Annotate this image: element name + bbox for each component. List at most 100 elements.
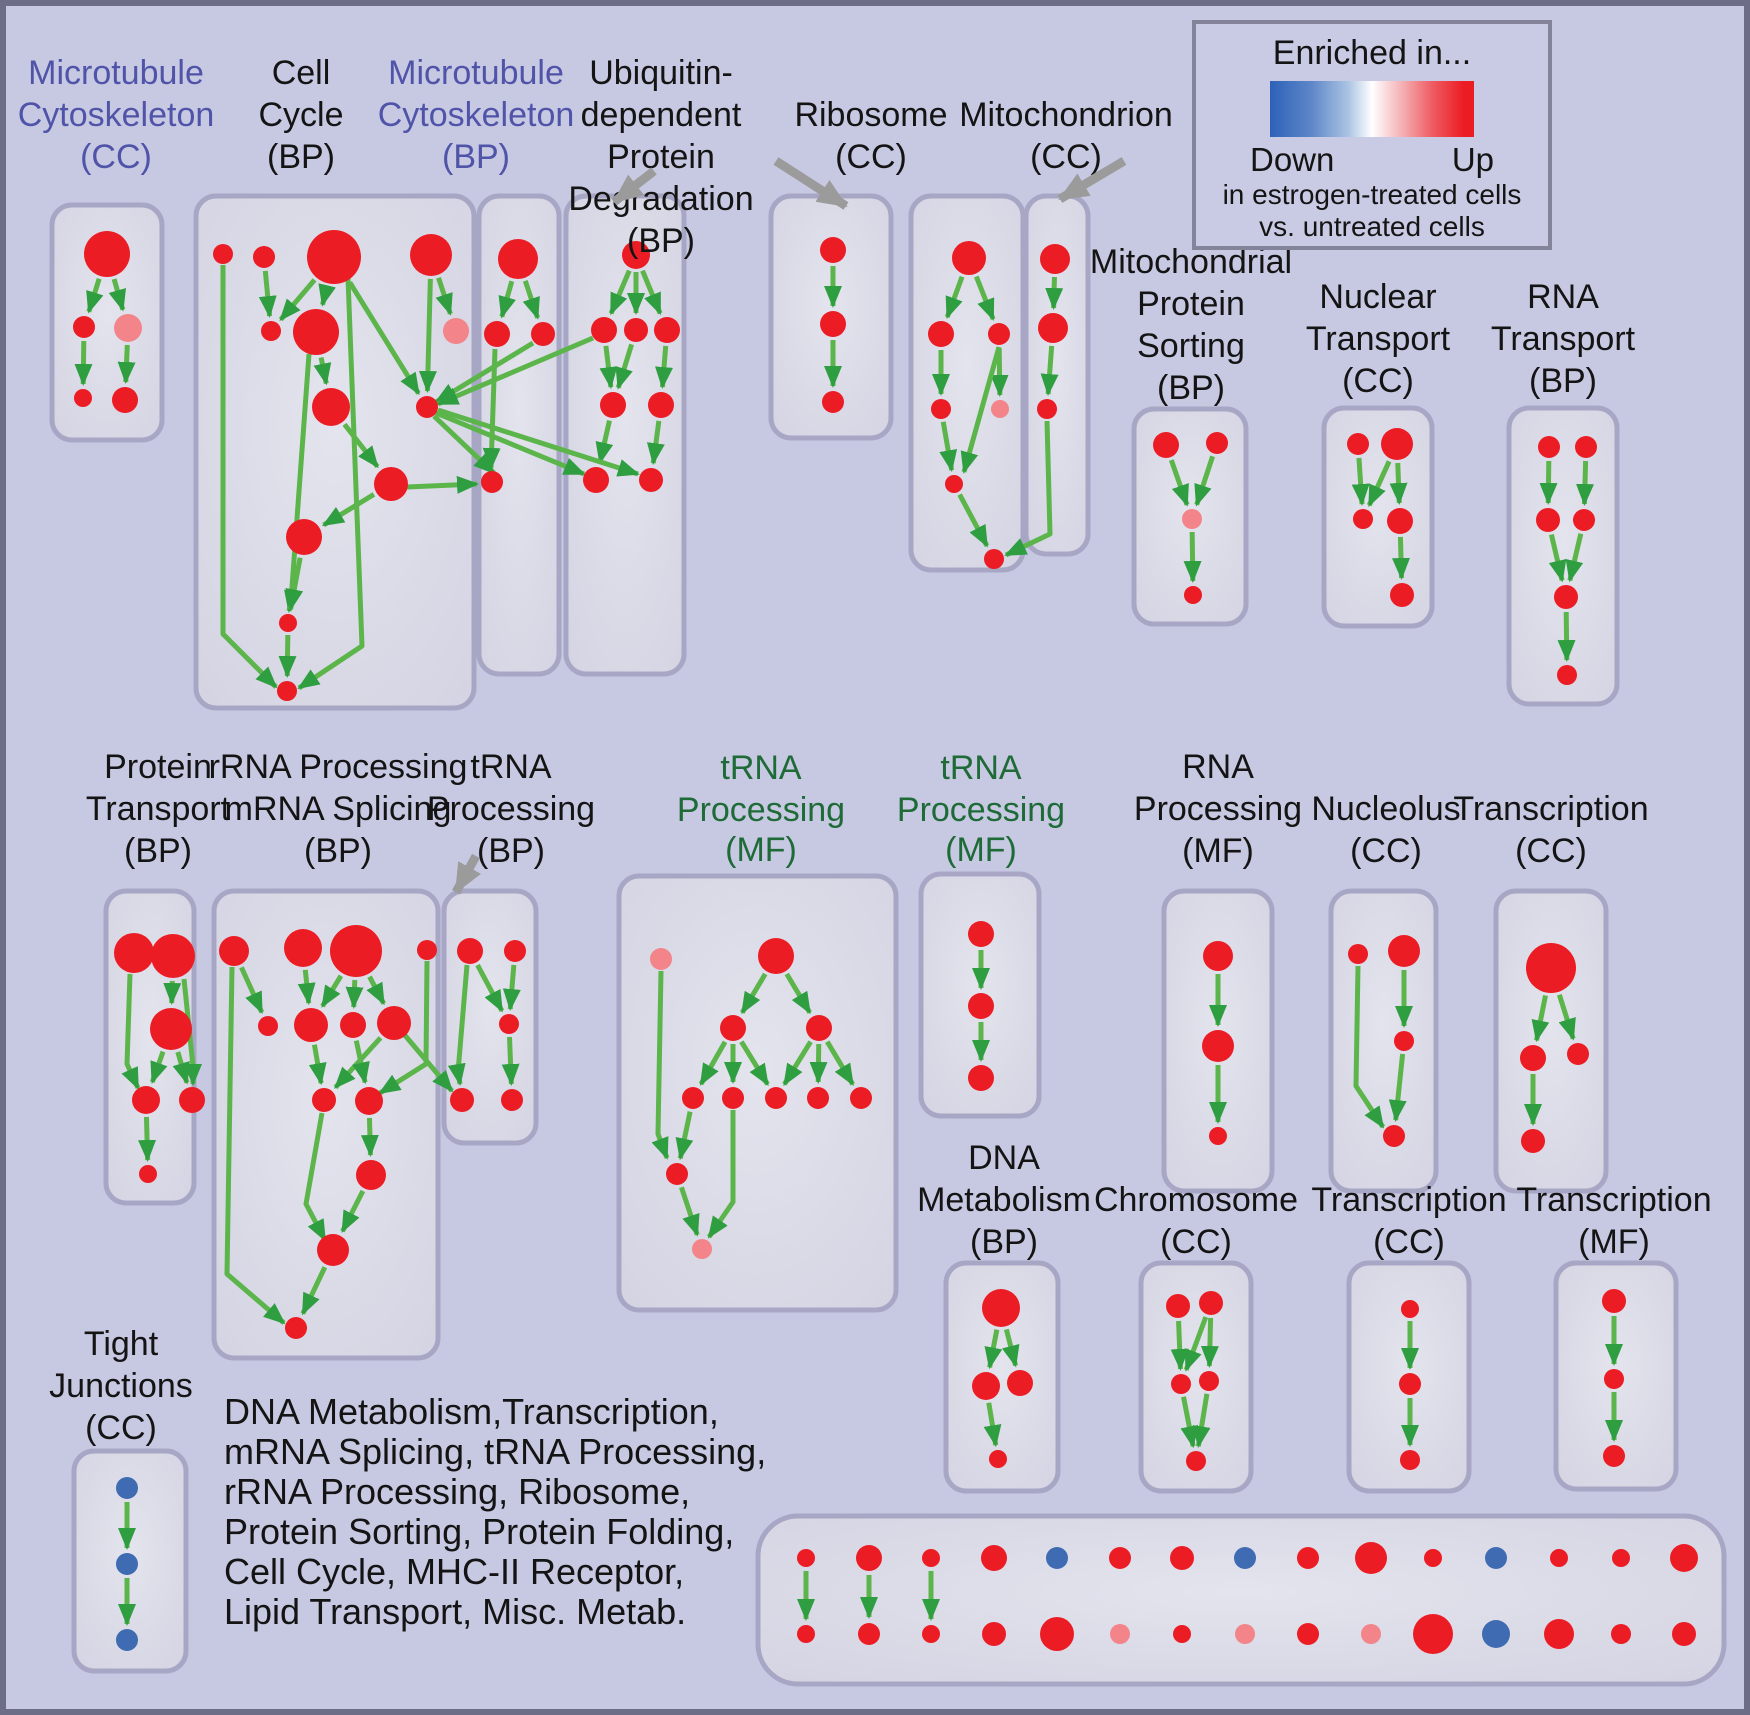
ribosome-cc-label-line-0: Ribosome [794, 96, 947, 134]
mitochondrial-protein-sorting-bp-edge-2 [1183, 531, 1202, 584]
nuclear-transport-cc-node-1 [1381, 428, 1413, 460]
rna-processing-mf-node-2 [1209, 1127, 1227, 1145]
band-col-7-top-node [1234, 1547, 1256, 1569]
protein-transport-bp-node-2 [150, 1008, 192, 1050]
transcription-cc-upper-node-2 [1567, 1043, 1589, 1065]
ribosome-cc-node-1 [928, 321, 954, 347]
rrna-processing-mrna-splicing-bp-edge-2 [320, 974, 344, 1008]
ubiquitin-dependent-protein-degradation-bp-edge-6 [595, 420, 614, 465]
trna-processing-mf-large-node-6 [765, 1087, 787, 1109]
trna-processing-mf-large-node-8 [850, 1087, 872, 1109]
trna-processing-mf-small-label-line-1: Processing [897, 791, 1065, 829]
transcription-cc-lower-node-2 [1400, 1450, 1420, 1470]
transcription-mf-node-0 [1602, 1289, 1626, 1313]
figure-svg: Microtubule Cytoskeleton (CC) Cell Cycle (BP)… [18, 54, 1727, 1687]
rrna-processing-mrna-splicing-bp-label-line-0: rRNA Processing [209, 748, 468, 786]
cell-cycle-bp-node-7 [312, 388, 350, 426]
chromosome-cc-label-line-1: (CC) [1160, 1223, 1232, 1261]
trna-processing-mf-large-node-1 [758, 938, 794, 974]
rna-processing-mf-label-line-1: Processing [1134, 790, 1302, 828]
dna-metabolism-bp-node-1 [972, 1372, 1000, 1400]
band-col-6-top-node [1170, 1546, 1194, 1570]
chromosome-cc-label-line-0: Chromosome [1094, 1181, 1298, 1219]
trna-processing-mf-large-edge-5 [782, 1040, 813, 1087]
mitochondrion-cc-label-line-0: Mitochondrion [959, 96, 1173, 134]
ubiquitin-dependent-protein-degradation-bp-node-5 [648, 392, 674, 418]
band-col-3-bottom-node [982, 1622, 1006, 1646]
nucleolus-cc-node-2 [1394, 1031, 1414, 1051]
rna-processing-mf-label-line-2: (MF) [1182, 832, 1254, 870]
rna-transport-bp-box [1506, 405, 1620, 707]
misc-text-line: rRNA Processing, Ribosome, [224, 1471, 691, 1512]
legend-subtitle-1: in estrogen-treated cells [1222, 179, 1522, 210]
rna-transport-bp-edge-4 [1557, 611, 1576, 663]
cell-cycle-bp-label-line-1: Cycle [258, 96, 343, 134]
transcription-cc-upper-label-line-0: Transcription [1453, 790, 1648, 828]
rrna-processing-mrna-splicing-bp-edge-12 [300, 1266, 328, 1316]
trna-processing-bp-node-4 [501, 1089, 523, 1111]
cell-cycle-bp-edge-5 [435, 277, 453, 316]
ribosome-cc-edge-6 [957, 493, 990, 548]
chromosome-cc-node-4 [1186, 1451, 1206, 1471]
ribosome-cc-node-2 [988, 323, 1010, 345]
transcription-cc-upper-node-3 [1521, 1129, 1545, 1153]
trna-processing-mf-large-node-10 [692, 1239, 712, 1259]
microtubule-cytoskeleton-cc-node-2 [114, 314, 142, 342]
rrna-processing-mrna-splicing-bp-edge-10 [340, 1189, 366, 1234]
transcription-cc-upper-edge-1 [1557, 993, 1576, 1041]
trna-processing-mf-large-edge-1 [784, 972, 812, 1015]
mitochondrion-cc-node-2 [1037, 399, 1057, 419]
tight-junctions-cc-node-1 [116, 1553, 138, 1575]
nuclear-transport-cc-label-line-2: (CC) [1342, 362, 1414, 400]
nucleolus-cc-node-0 [1348, 944, 1368, 964]
nuclear-transport-cc-node-0 [1347, 433, 1369, 455]
microtubule-cytoskeleton-cc-label-line-0: Microtubule [28, 54, 204, 92]
cell-cycle-bp-node-6 [443, 318, 469, 344]
trna-processing-mf-large-label-line-2: (MF) [725, 831, 797, 869]
microtubule-cytoskeleton-cc-edge-3 [117, 344, 136, 385]
rna-processing-mf-label-line-0: RNA [1182, 748, 1254, 786]
microtubule-cytoskeleton-bp-edge-1 [522, 280, 540, 320]
trna-processing-bp-node-3 [450, 1088, 474, 1112]
ubiquitin-dependent-protein-degradation-bp-edge-3 [615, 343, 634, 390]
dna-metabolism-bp-edge-0 [984, 1329, 1003, 1370]
band-col-4-bottom-node [1040, 1617, 1074, 1651]
trna-processing-bp-edge-3 [501, 1036, 520, 1087]
transcription-cc-lower-node-1 [1399, 1373, 1421, 1395]
trna-processing-mf-large-node-5 [722, 1087, 744, 1109]
mitochondrion-cc-edge-0 [1045, 276, 1064, 311]
cell-cycle-bp-edge-11 [321, 492, 376, 528]
dna-metabolism-bp-edge-1 [1001, 1328, 1020, 1368]
rrna-processing-mrna-splicing-bp-edge-7 [352, 1040, 370, 1085]
protein-transport-bp-node-0 [114, 933, 154, 973]
cross-edge-2 [432, 414, 496, 475]
rrna-processing-mrna-splicing-bp-node-12 [285, 1317, 307, 1339]
ubiquitin-dependent-protein-degradation-bp-label-line-3: Degradation [568, 180, 753, 218]
rrna-processing-mrna-splicing-bp-node-5 [294, 1008, 328, 1042]
band-col-13-bottom-node [1611, 1624, 1631, 1644]
trna-processing-bp-label-line-2: (BP) [477, 832, 545, 870]
cell-cycle-bp-edge-3 [318, 283, 336, 307]
trna-processing-mf-large-edge-8 [651, 970, 670, 1160]
dna-metabolism-bp-node-3 [989, 1450, 1007, 1468]
rna-transport-bp-node-4 [1554, 585, 1578, 609]
trna-processing-mf-small-node-2 [968, 1065, 994, 1091]
band-col-0-top-node [797, 1549, 815, 1567]
microtubule-cytoskeleton-cc-label-line-2: (CC) [80, 138, 152, 176]
mitochondrial-protein-sorting-bp-label-line-1: Protein [1137, 285, 1245, 323]
mitochondrial-protein-sorting-bp-label-line-2: Sorting [1137, 327, 1245, 365]
trna-processing-bp-label-line-1: Processing [427, 790, 595, 828]
layer-pointers [452, 157, 1127, 895]
band-col-5-bottom-node [1110, 1624, 1130, 1644]
band-col-10-top-node [1424, 1549, 1442, 1567]
legend-gradient-bar [1270, 81, 1474, 137]
rna-transport-bp-edge-0 [1539, 460, 1558, 506]
dna-metabolism-bp-node-2 [1007, 1370, 1033, 1396]
rrna-processing-mrna-splicing-bp-edge-4 [366, 975, 386, 1006]
nuclear-transport-cc-edge-3 [1392, 536, 1410, 581]
band-col-11-top-node [1485, 1547, 1507, 1569]
mitochondrial-protein-sorting-bp-node-0 [1153, 432, 1179, 458]
cell-cycle-bp-node-2 [307, 230, 361, 284]
band-col-4-top-node [1046, 1547, 1068, 1569]
misc-text-line: DNA Metabolism,Transcription, [224, 1391, 719, 1432]
